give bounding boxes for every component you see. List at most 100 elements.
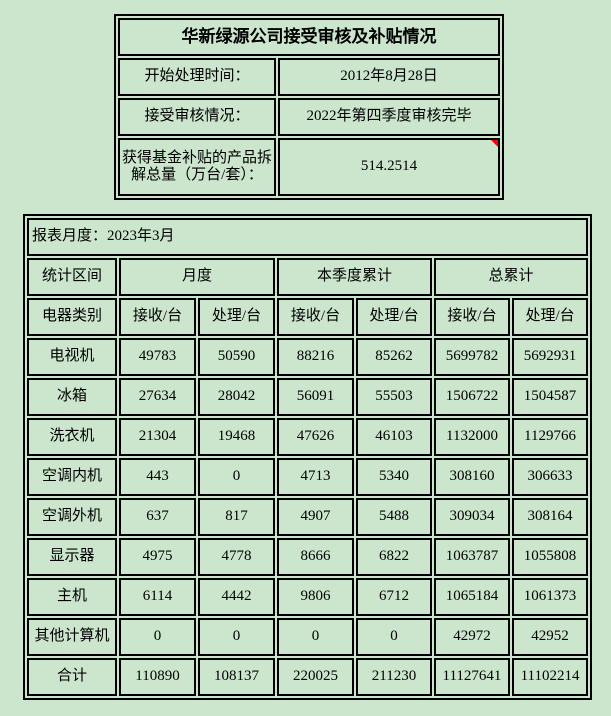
category-cell: 主机 (27, 578, 117, 616)
value-cell: 0 (198, 458, 275, 496)
value-cell: 88216 (277, 338, 354, 376)
subsidy-total-value: 514.2514 (360, 158, 418, 175)
value-cell: 4713 (277, 458, 354, 496)
subsidy-total-label: 获得基金补贴的产品拆解总量（万台/套）： (118, 138, 276, 196)
value-cell: 1063787 (434, 538, 510, 576)
period-group-monthly: 月度 (119, 258, 275, 296)
value-cell: 49783 (119, 338, 196, 376)
total-row: 合计 110890 108137 220025 211230 11127641 … (27, 658, 589, 696)
value-cell: 27634 (119, 378, 196, 416)
value-cell: 1129766 (512, 418, 589, 456)
value-cell: 5488 (356, 498, 432, 536)
summary-table-title: 华新绿源公司接受审核及补贴情况 (118, 18, 500, 56)
category-cell: 显示器 (27, 538, 117, 576)
value-cell: 1055808 (512, 538, 589, 576)
value-cell: 220025 (277, 658, 354, 696)
table-row: 其他计算机 0 0 0 0 42972 42952 (27, 618, 589, 656)
value-cell: 1132000 (434, 418, 510, 456)
start-time-value: 2012年8月28日 (278, 58, 500, 96)
value-cell: 309034 (434, 498, 510, 536)
value-cell: 19468 (198, 418, 275, 456)
value-cell: 46103 (356, 418, 432, 456)
audit-status-value: 2022年第四季度审核完毕 (278, 98, 500, 136)
report-month-row: 报表月度：2023年3月 (27, 218, 589, 256)
value-cell: 0 (198, 618, 275, 656)
subsidy-total-value-cell: 514.2514 (278, 138, 500, 196)
comment-marker-icon (491, 140, 498, 147)
value-cell: 42972 (434, 618, 510, 656)
period-header-row: 统计区间 月度 本季度累计 总累计 (27, 258, 589, 296)
table-row: 显示器 4975 4778 8666 6822 1063787 1055808 (27, 538, 589, 576)
value-cell: 6822 (356, 538, 432, 576)
value-cell: 42952 (512, 618, 589, 656)
value-cell: 28042 (198, 378, 275, 416)
value-cell: 5692931 (512, 338, 589, 376)
value-cell: 11127641 (434, 658, 510, 696)
summary-table: 华新绿源公司接受审核及补贴情况 开始处理时间： 2012年8月28日 接受审核情… (114, 14, 504, 200)
report-month-label: 报表月度：2023年3月 (27, 218, 589, 256)
period-group-quarterly: 本季度累计 (277, 258, 432, 296)
start-time-label: 开始处理时间： (118, 58, 276, 96)
table-row: 接受审核情况： 2022年第四季度审核完毕 (118, 98, 500, 136)
unit-header: 处理/台 (512, 298, 589, 336)
category-cell: 合计 (27, 658, 117, 696)
unit-header: 接收/台 (119, 298, 196, 336)
value-cell: 4778 (198, 538, 275, 576)
value-cell: 4907 (277, 498, 354, 536)
unit-header: 接收/台 (434, 298, 510, 336)
category-cell: 冰箱 (27, 378, 117, 416)
table-row: 洗衣机 21304 19468 47626 46103 1132000 1129… (27, 418, 589, 456)
value-cell: 0 (356, 618, 432, 656)
unit-header: 处理/台 (198, 298, 275, 336)
unit-header: 接收/台 (277, 298, 354, 336)
value-cell: 211230 (356, 658, 432, 696)
category-cell: 洗衣机 (27, 418, 117, 456)
value-cell: 8666 (277, 538, 354, 576)
value-cell: 108137 (198, 658, 275, 696)
category-cell: 电视机 (27, 338, 117, 376)
table-row: 冰箱 27634 28042 56091 55503 1506722 15045… (27, 378, 589, 416)
category-header: 电器类别 (27, 298, 117, 336)
value-cell: 5699782 (434, 338, 510, 376)
value-cell: 308160 (434, 458, 510, 496)
value-cell: 55503 (356, 378, 432, 416)
value-cell: 4442 (198, 578, 275, 616)
value-cell: 21304 (119, 418, 196, 456)
table-row: 空调内机 443 0 4713 5340 308160 306633 (27, 458, 589, 496)
value-cell: 110890 (119, 658, 196, 696)
value-cell: 6114 (119, 578, 196, 616)
table-row: 主机 6114 4442 9806 6712 1065184 1061373 (27, 578, 589, 616)
value-cell: 6712 (356, 578, 432, 616)
value-cell: 47626 (277, 418, 354, 456)
summary-title-row: 华新绿源公司接受审核及补贴情况 (118, 18, 500, 56)
value-cell: 0 (277, 618, 354, 656)
table-row: 空调外机 637 817 4907 5488 309034 308164 (27, 498, 589, 536)
category-cell: 其他计算机 (27, 618, 117, 656)
category-cell: 空调内机 (27, 458, 117, 496)
value-cell: 56091 (277, 378, 354, 416)
value-cell: 1061373 (512, 578, 589, 616)
value-cell: 1504587 (512, 378, 589, 416)
value-cell: 1506722 (434, 378, 510, 416)
table-row: 开始处理时间： 2012年8月28日 (118, 58, 500, 96)
audit-status-label: 接受审核情况： (118, 98, 276, 136)
value-cell: 637 (119, 498, 196, 536)
period-group-total: 总累计 (434, 258, 589, 296)
value-cell: 9806 (277, 578, 354, 616)
value-cell: 85262 (356, 338, 432, 376)
value-cell: 306633 (512, 458, 589, 496)
value-cell: 1065184 (434, 578, 510, 616)
unit-header-row: 电器类别 接收/台 处理/台 接收/台 处理/台 接收/台 处理/台 (27, 298, 589, 336)
unit-header: 处理/台 (356, 298, 432, 336)
report-table: 报表月度：2023年3月 统计区间 月度 本季度累计 总累计 电器类别 接收/台… (23, 214, 593, 700)
category-cell: 空调外机 (27, 498, 117, 536)
value-cell: 308164 (512, 498, 589, 536)
value-cell: 50590 (198, 338, 275, 376)
table-row: 获得基金补贴的产品拆解总量（万台/套）： 514.2514 (118, 138, 500, 196)
value-cell: 4975 (119, 538, 196, 576)
table-row: 电视机 49783 50590 88216 85262 5699782 5692… (27, 338, 589, 376)
value-cell: 0 (119, 618, 196, 656)
value-cell: 817 (198, 498, 275, 536)
value-cell: 5340 (356, 458, 432, 496)
